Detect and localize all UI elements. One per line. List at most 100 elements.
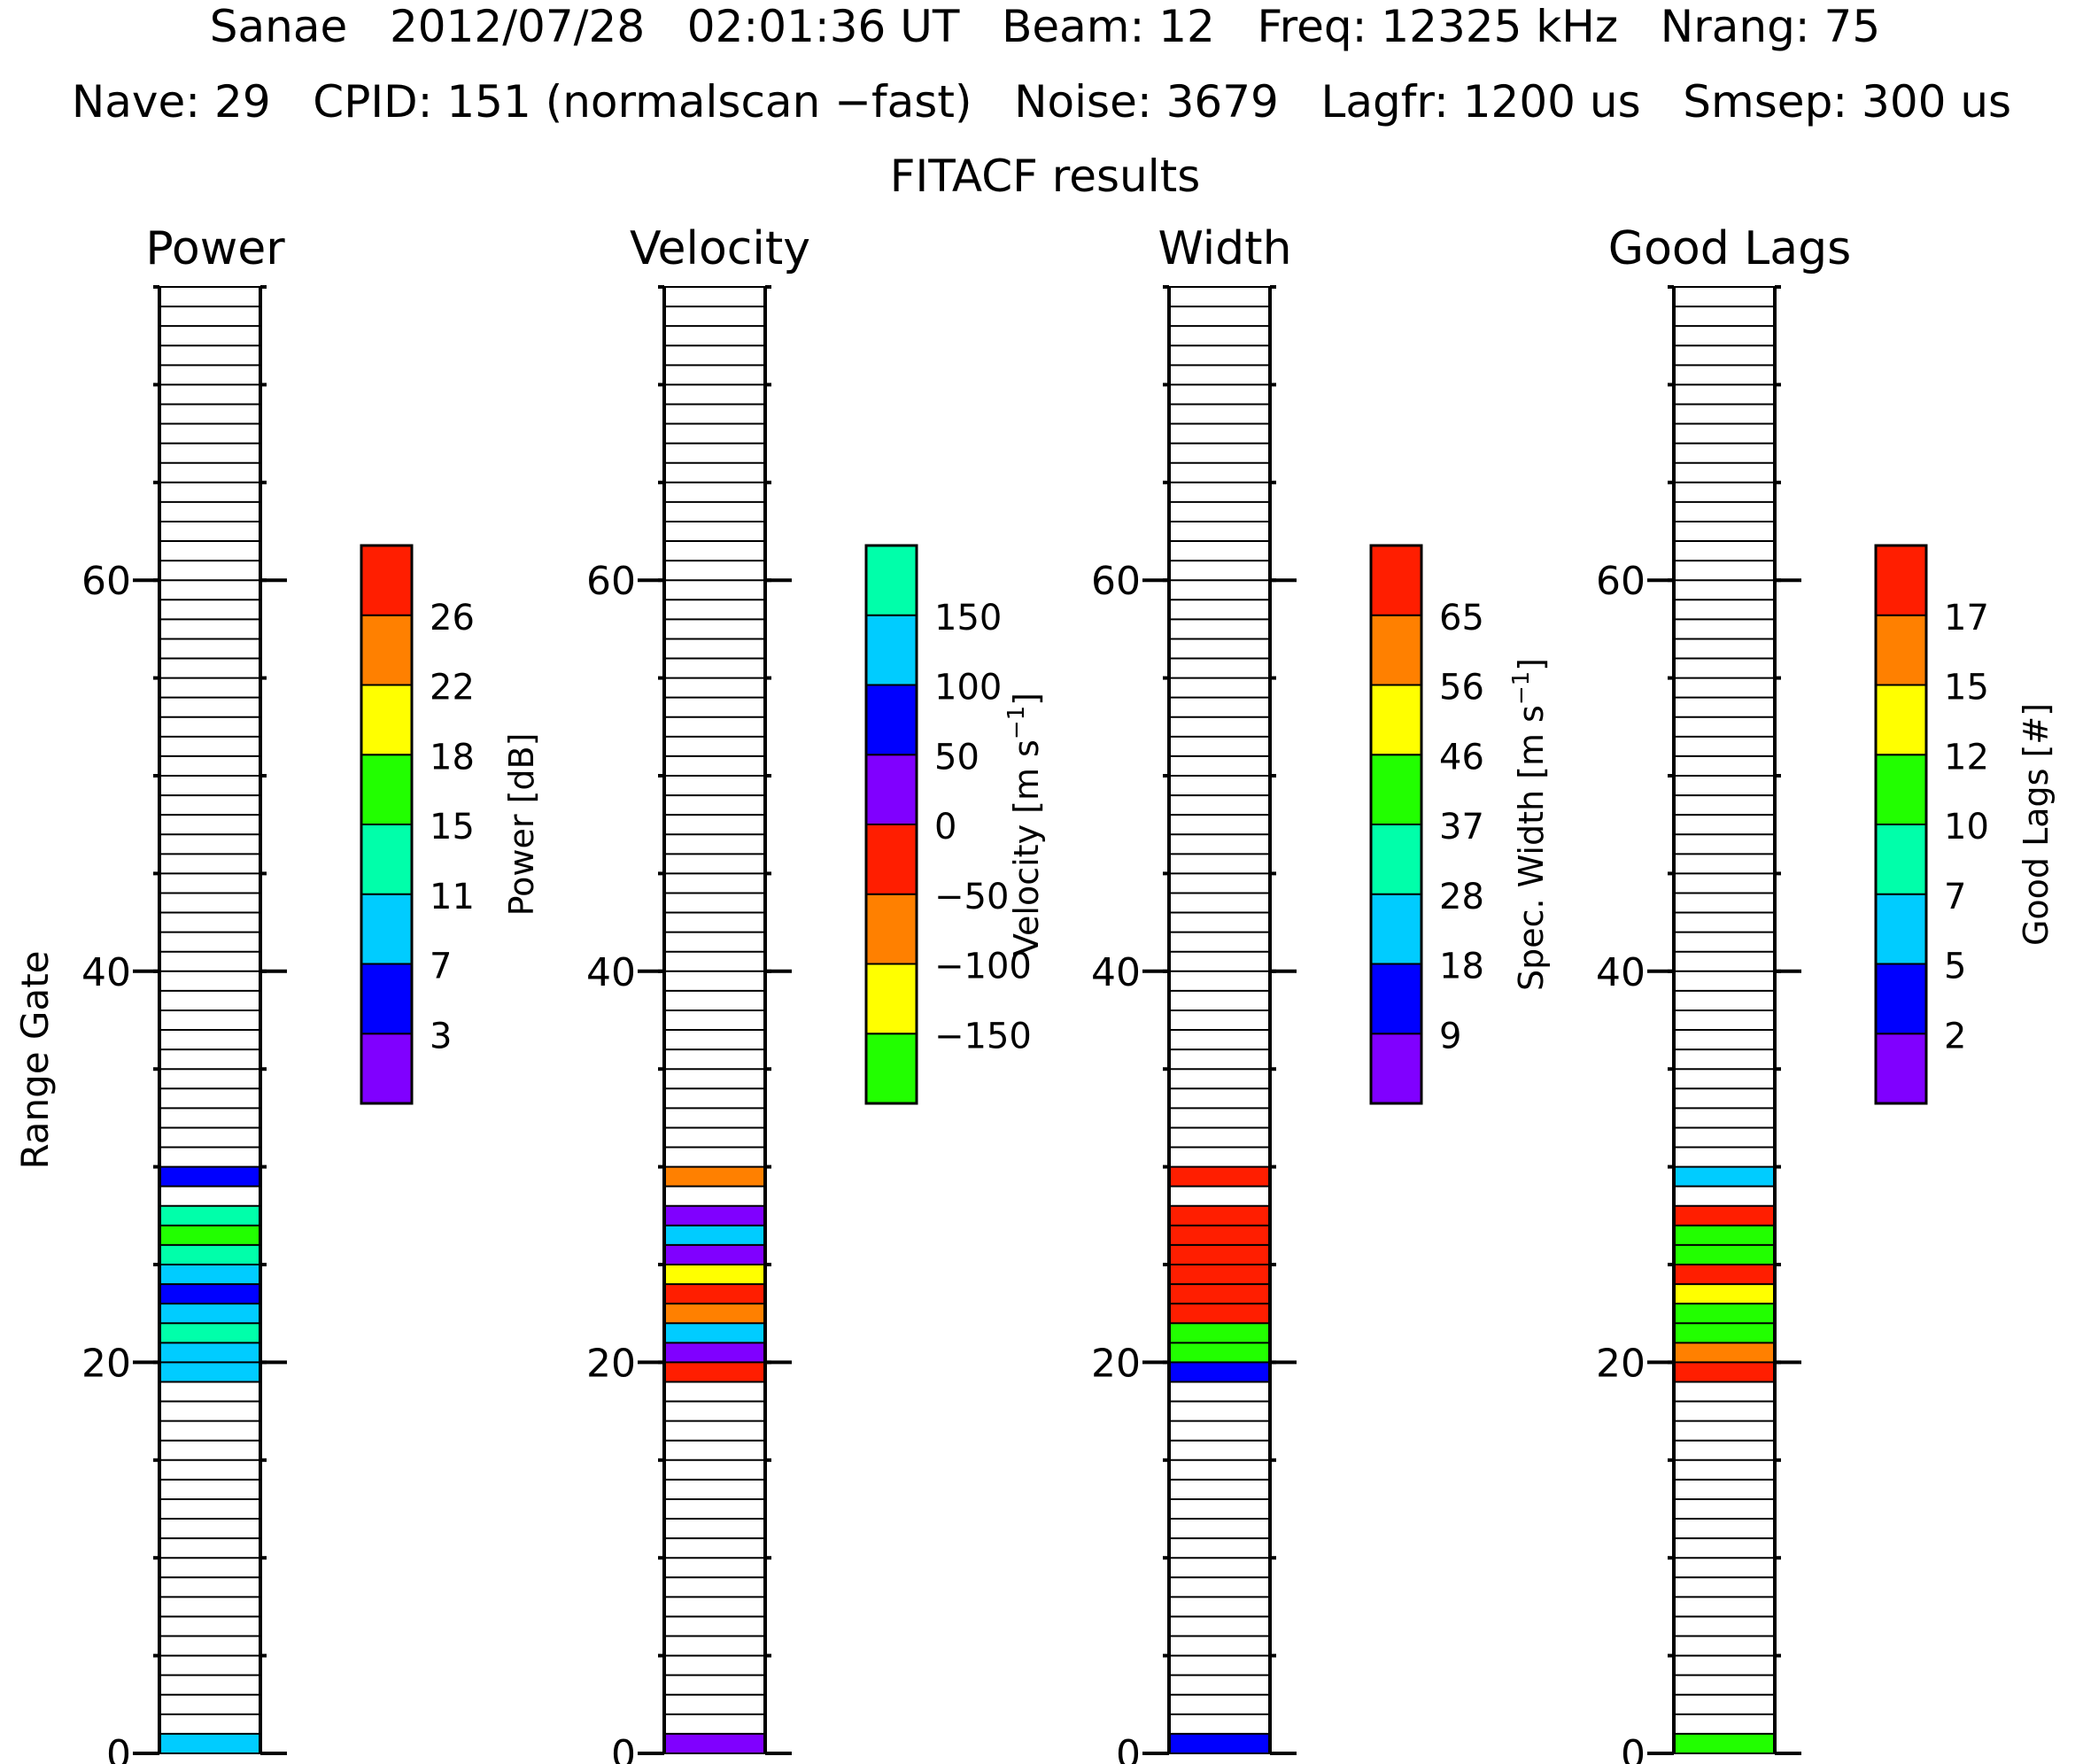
colorbar-tick-label: 65 (1439, 598, 1484, 638)
colorbar-label: Power [dB] (502, 733, 541, 917)
colorbar-swatch (1875, 754, 1927, 825)
colorbar-swatch (1875, 963, 1927, 1035)
gate-cell (159, 1166, 260, 1187)
gate-cell (159, 1304, 260, 1324)
y-tick-label: 40 (1091, 950, 1141, 995)
gate-cell (664, 1225, 765, 1245)
gate-cell (664, 1304, 765, 1324)
colorbar-swatch (1370, 754, 1422, 825)
header-line-1: Sanae 2012/07/28 02:01:36 UT Beam: 12 Fr… (210, 1, 1880, 52)
gate-cell (1169, 1342, 1270, 1363)
colorbar-swatch (360, 684, 413, 756)
colorbar-tick-label: 18 (1439, 947, 1484, 987)
colorbar-label-superscript: −1 (1508, 671, 1535, 705)
gate-cell (1169, 1205, 1270, 1226)
colorbar-swatch (360, 545, 413, 616)
panel-title: Power (145, 222, 285, 275)
colorbar-label-end: ] (1512, 658, 1551, 671)
plot-subtitle: FITACF results (890, 151, 1201, 202)
gate-cell (1674, 1733, 1775, 1753)
gate-cell (664, 1342, 765, 1363)
gate-cell (159, 1225, 260, 1245)
y-tick-label: 0 (106, 1732, 131, 1764)
gate-cell (1674, 1342, 1775, 1363)
colorbar-tick-label: −50 (934, 877, 1009, 917)
colorbar-swatch (1875, 684, 1927, 756)
y-tick-label: 40 (1596, 950, 1645, 995)
panel-title: Good Lags (1608, 222, 1851, 275)
gate-cell (664, 1166, 765, 1187)
gate-cell (1674, 1304, 1775, 1324)
y-axis-label: Range Gate (13, 950, 57, 1169)
colorbar-frame (1874, 544, 1928, 1105)
colorbar-swatch (865, 893, 918, 965)
gate-cell (1169, 1733, 1270, 1753)
colorbar-tick-label: 22 (430, 668, 475, 708)
gate-cell (1169, 1284, 1270, 1304)
gate-cell (1674, 1244, 1775, 1265)
colorbar-swatch (1875, 893, 1927, 965)
y-tick-label: 60 (586, 559, 636, 604)
colorbar-tick-label: 11 (430, 877, 475, 917)
colorbar-tick-label: 12 (1944, 737, 1989, 778)
colorbar-swatch (865, 754, 918, 825)
y-tick-label: 60 (81, 559, 131, 604)
colorbar-swatch (865, 824, 918, 895)
colorbar-label-end: ] (1007, 692, 1046, 706)
colorbar-tick-label: 50 (934, 737, 980, 778)
colorbar-swatch (1370, 614, 1422, 686)
panel-title: Width (1158, 222, 1291, 275)
colorbar-swatch (360, 824, 413, 895)
gate-cell (664, 1284, 765, 1304)
colorbar-label-superscript: −1 (1003, 706, 1030, 739)
gate-cell (1674, 1225, 1775, 1245)
colorbar-swatch (865, 684, 918, 756)
gate-cell (159, 1323, 260, 1343)
colorbar-tick-label: 18 (430, 737, 475, 778)
colorbar-tick-label: 17 (1944, 598, 1989, 638)
gate-cell (664, 1362, 765, 1382)
colorbar-swatch (360, 893, 413, 965)
gate-cell (664, 1205, 765, 1226)
colorbar-swatch (1370, 1033, 1422, 1104)
colorbar-tick-label: 9 (1439, 1016, 1461, 1056)
colorbar-tick-label: 10 (1944, 807, 1989, 847)
y-tick-label: 0 (1116, 1732, 1141, 1764)
gate-cell (1169, 1304, 1270, 1324)
colorbar-swatch (1875, 614, 1927, 686)
colorbar-swatch (865, 963, 918, 1035)
colorbar-swatch (1875, 824, 1927, 895)
gate-cell (1169, 1362, 1270, 1382)
colorbar-swatch (1370, 963, 1422, 1035)
colorbar-tick-label: 28 (1439, 877, 1484, 917)
header-line-2: Nave: 29 CPID: 151 (normalscan −fast) No… (72, 76, 2011, 128)
y-tick-label: 60 (1091, 559, 1141, 604)
colorbar-swatch (360, 963, 413, 1035)
gate-cell (1674, 1284, 1775, 1304)
colorbar-swatch (360, 754, 413, 825)
gate-cell (664, 1733, 765, 1753)
gate-cell (159, 1205, 260, 1226)
colorbar-tick-label: 37 (1439, 807, 1484, 847)
colorbar-swatch (865, 545, 918, 616)
colorbar-tick-label: 7 (1944, 877, 1966, 917)
colorbar-swatch (1370, 545, 1422, 616)
y-tick-label: 40 (81, 950, 131, 995)
gate-cell (1169, 1166, 1270, 1187)
gate-cell (159, 1284, 260, 1304)
panel-3: Good Lags 0 20 40 60 2 5 7 10 12 15 17 Good Lags [#] (1596, 222, 2056, 1764)
colorbar-tick-label: −150 (934, 1016, 1032, 1056)
y-tick-label: 0 (1621, 1732, 1645, 1764)
panel-title: Velocity (630, 222, 810, 275)
colorbar-swatch (360, 1033, 413, 1104)
colorbar-swatch (1875, 545, 1927, 616)
panel-2: Width 0 20 40 60 9 18 28 37 46 56 65 Spec. Width [m … (1091, 222, 1551, 1764)
y-tick-label: 0 (611, 1732, 636, 1764)
y-tick-label: 40 (586, 950, 636, 995)
gate-cell (159, 1244, 260, 1265)
colorbar-swatch (865, 1033, 918, 1104)
gate-cell (1674, 1205, 1775, 1226)
gate-cell (159, 1362, 260, 1382)
